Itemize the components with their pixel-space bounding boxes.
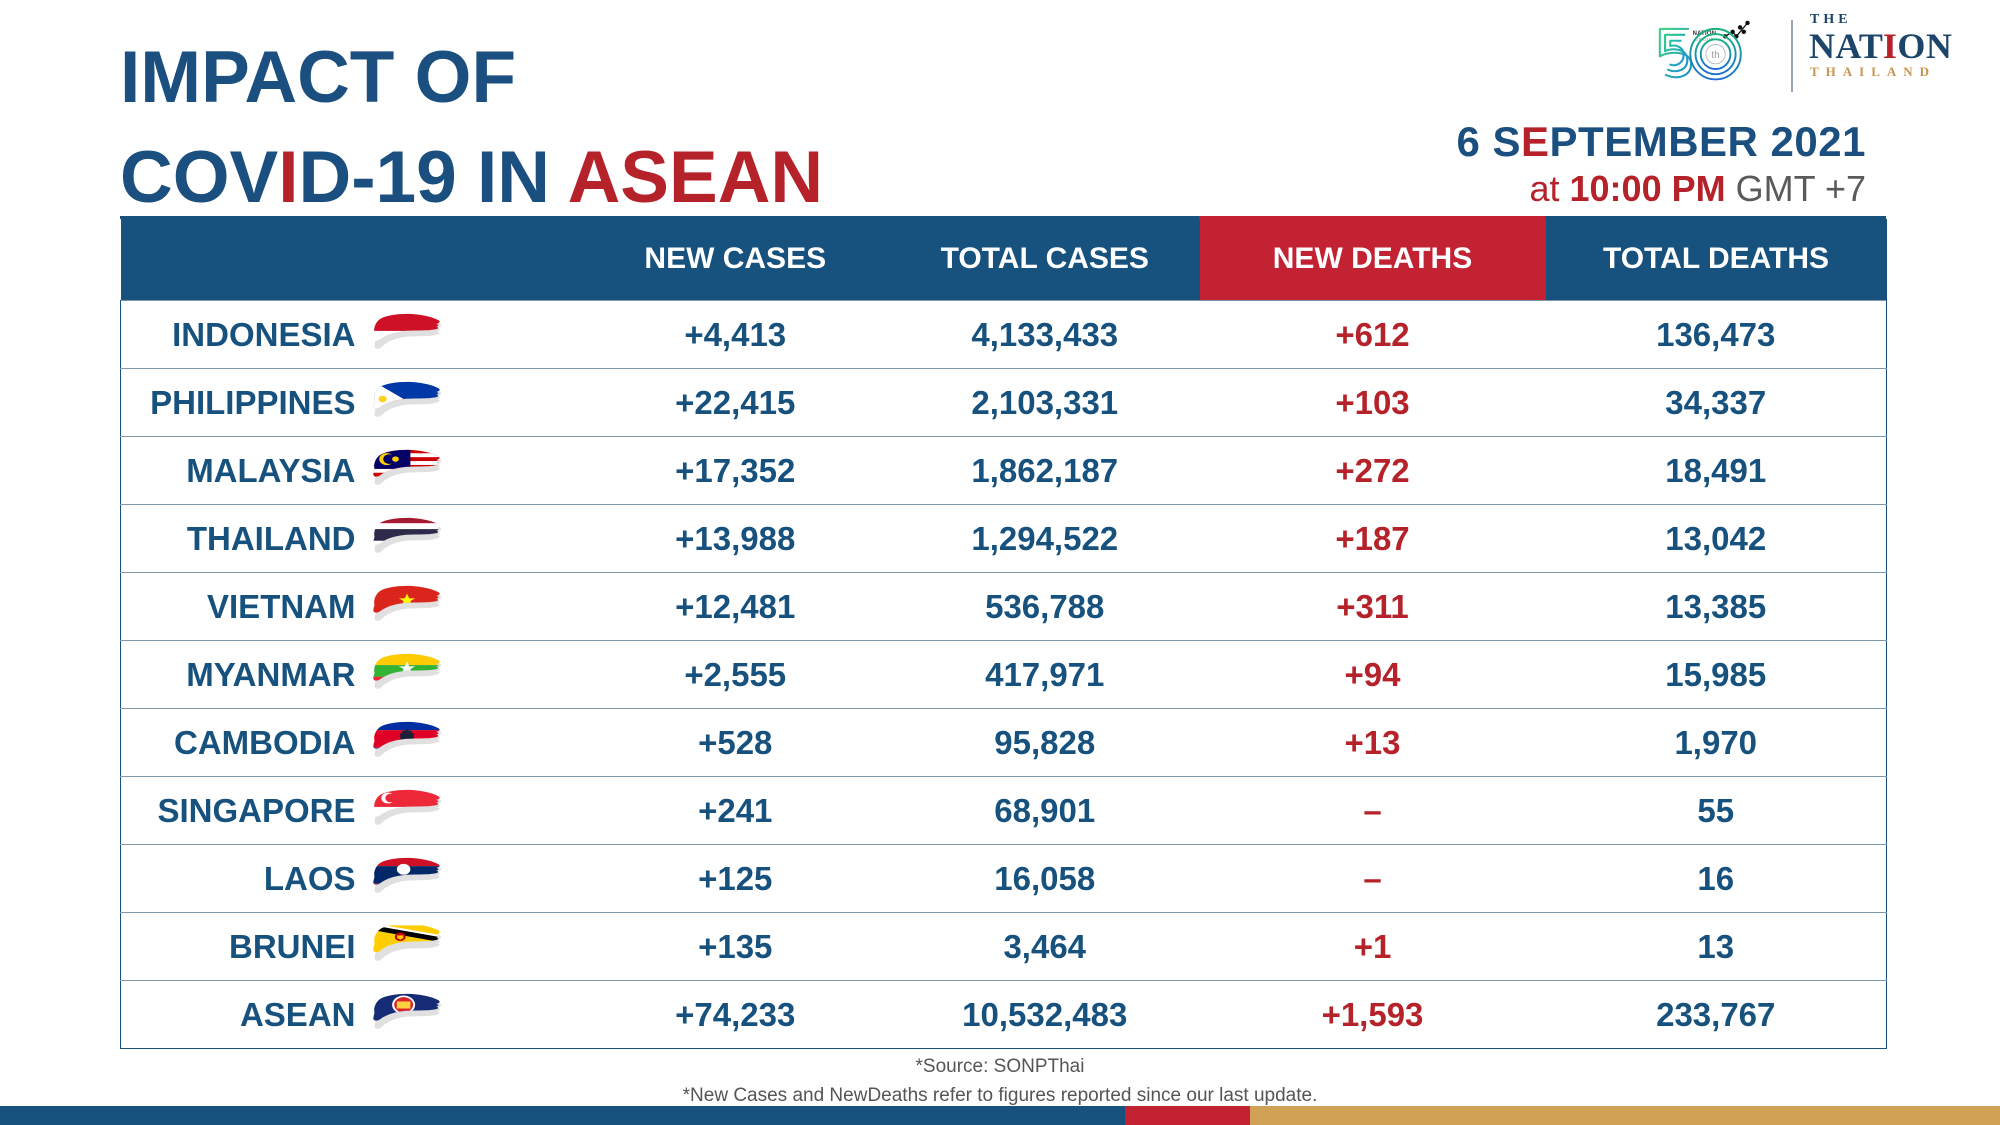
svg-text:th: th	[1712, 50, 1720, 61]
